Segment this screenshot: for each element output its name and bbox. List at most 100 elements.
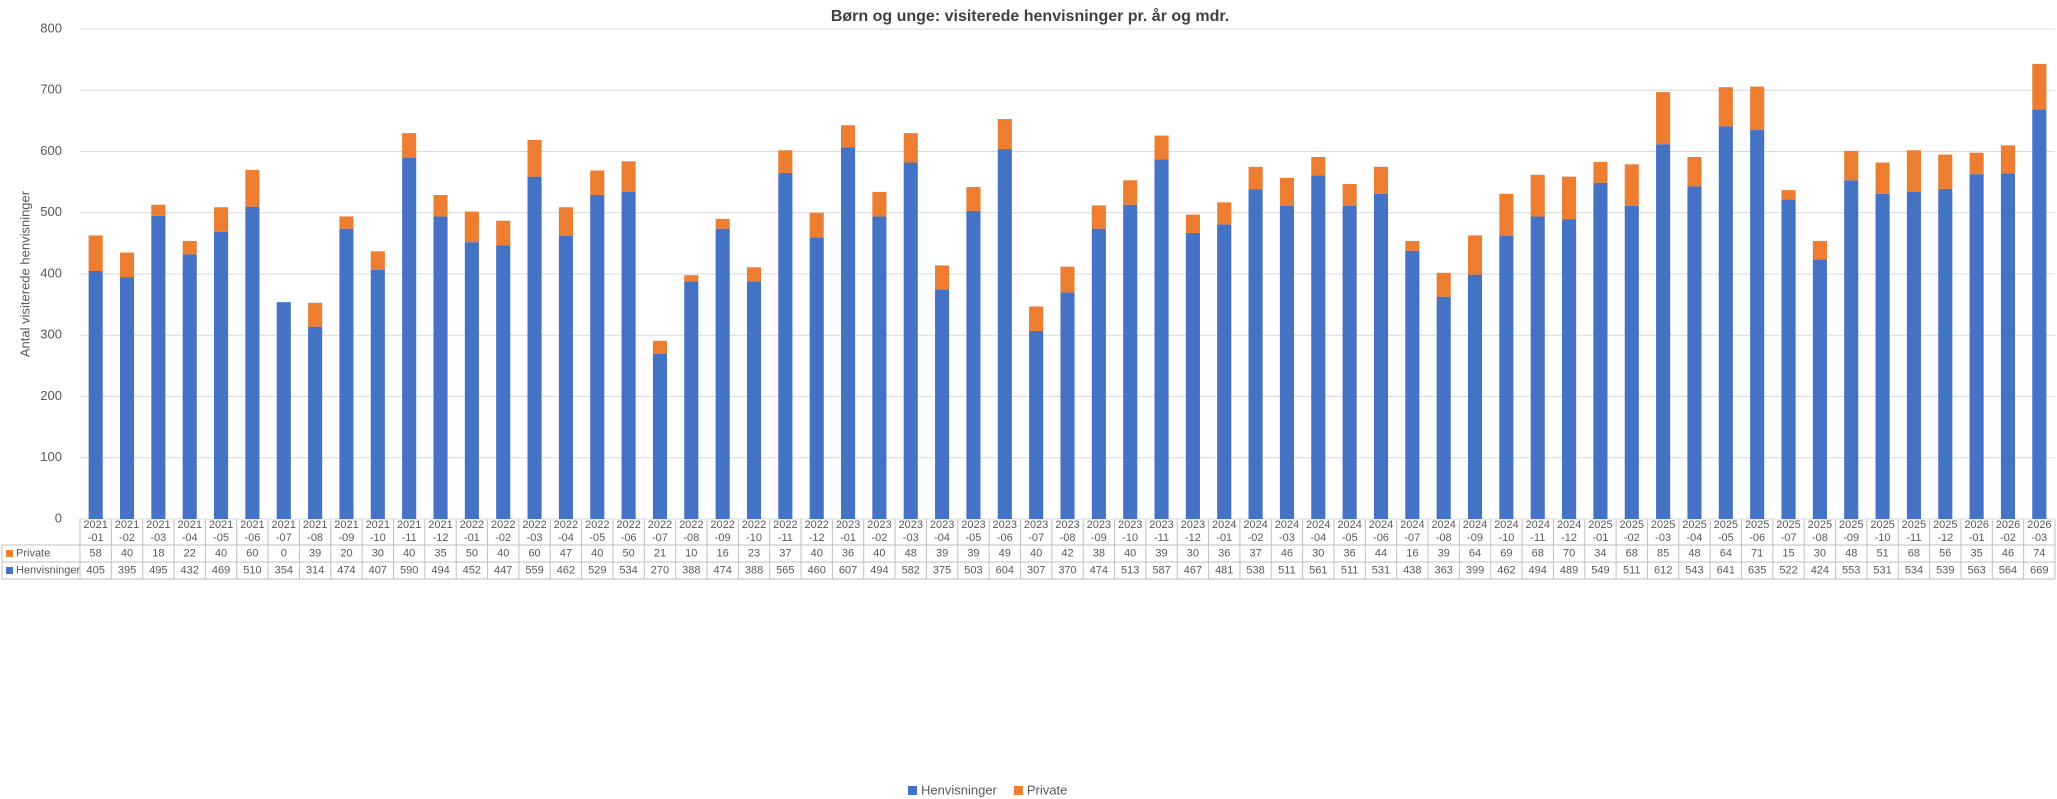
table-value: 48 — [1845, 547, 1857, 559]
bar-segment — [1781, 190, 1796, 200]
x-tick-label: -01 — [88, 532, 104, 544]
x-tick-label: 2026 — [1964, 519, 1988, 531]
bar-segment — [433, 194, 448, 217]
x-tick-label: -12 — [1937, 532, 1953, 544]
table-value: 68 — [1532, 547, 1544, 559]
x-tick-label: -09 — [339, 532, 355, 544]
table-value: 460 — [808, 564, 826, 576]
bar-segment — [1499, 193, 1514, 237]
bar-segment — [778, 172, 793, 519]
x-tick-label: -08 — [1436, 532, 1452, 544]
table-value: 39 — [1438, 547, 1450, 559]
x-tick-label: 2024 — [1525, 519, 1549, 531]
bar-segment — [1812, 259, 1827, 519]
bar-segment — [1969, 174, 1984, 519]
table-value: 534 — [619, 564, 637, 576]
x-tick-label: 2026 — [1996, 519, 2020, 531]
table-value: 354 — [275, 564, 293, 576]
bar-segment — [558, 207, 573, 237]
bar-segment — [1091, 205, 1106, 229]
table-value: 314 — [306, 564, 324, 576]
table-value: 447 — [494, 564, 512, 576]
table-value: 20 — [340, 547, 352, 559]
x-tick-label: -11 — [1906, 532, 1921, 544]
bar-segment — [1812, 240, 1827, 260]
table-value: 582 — [902, 564, 920, 576]
table-value: 71 — [1751, 547, 1763, 559]
table-value: 549 — [1591, 564, 1609, 576]
x-tick-label: 2023 — [1024, 519, 1048, 531]
x-tick-label: 2024 — [1494, 519, 1518, 531]
bar-segment — [1530, 216, 1545, 520]
x-tick-label: 2025 — [1902, 519, 1926, 531]
x-tick-label: 2023 — [930, 519, 954, 531]
bar-segment — [2032, 63, 2047, 110]
bar-segment — [1938, 188, 1953, 520]
x-tick-label: -08 — [683, 532, 699, 544]
table-value: 370 — [1058, 564, 1076, 576]
table-value: 46 — [2002, 547, 2014, 559]
x-tick-label: -10 — [1122, 532, 1138, 544]
table-value: 424 — [1811, 564, 1829, 576]
table-value: 511 — [1623, 564, 1641, 576]
x-tick-label: 2021 — [303, 519, 327, 531]
bar-segment — [621, 191, 636, 520]
table-value: 60 — [528, 547, 540, 559]
x-tick-label: -07 — [1781, 532, 1797, 544]
bar-segment — [1185, 214, 1200, 233]
bar-segment — [1342, 206, 1357, 519]
table-value: 50 — [466, 547, 478, 559]
x-tick-label: 2025 — [1870, 519, 1894, 531]
bar-segment — [903, 162, 918, 519]
bar-segment — [214, 207, 229, 232]
table-value: 46 — [1281, 547, 1293, 559]
table-value: 511 — [1278, 564, 1296, 576]
bar-segment — [182, 240, 197, 255]
x-tick-label: 2024 — [1369, 519, 1393, 531]
table-value: 270 — [651, 564, 669, 576]
table-value: 495 — [149, 564, 167, 576]
table-value: 39 — [936, 547, 948, 559]
bar-segment — [1123, 180, 1138, 205]
bar-segment — [245, 169, 260, 207]
table-value: 48 — [905, 547, 917, 559]
bar-segment — [1781, 199, 1796, 519]
bar-segment — [1123, 204, 1138, 519]
bar-segment — [652, 340, 668, 354]
x-tick-label: 2022 — [742, 519, 766, 531]
table-value: 40 — [1030, 547, 1042, 559]
x-tick-label: -04 — [1310, 532, 1326, 544]
y-tick-label: 700 — [40, 82, 62, 97]
x-tick-label: -04 — [182, 532, 198, 544]
table-value: 35 — [434, 547, 446, 559]
bar-segment — [621, 161, 636, 192]
x-tick-label: 2024 — [1306, 519, 1330, 531]
table-value: 607 — [839, 564, 857, 576]
x-tick-label: 2022 — [491, 519, 515, 531]
x-tick-label: -12 — [433, 532, 449, 544]
bar-segment — [652, 353, 668, 519]
bar-segment — [746, 267, 762, 282]
table-value: 564 — [1999, 564, 2017, 576]
bar-segment — [464, 242, 479, 519]
bar-segment — [276, 302, 291, 519]
bar-segment — [1624, 206, 1639, 519]
table-value: 85 — [1657, 547, 1669, 559]
x-tick-label: 2025 — [1651, 519, 1675, 531]
x-tick-label: -01 — [1592, 532, 1608, 544]
y-tick-label: 500 — [40, 204, 62, 219]
bar-segment — [1467, 274, 1483, 519]
table-value: 494 — [1529, 564, 1547, 576]
x-tick-label: 2023 — [1149, 519, 1173, 531]
bar-segment — [370, 269, 385, 519]
table-value: 69 — [1500, 547, 1512, 559]
x-tick-label: 2024 — [1337, 519, 1361, 531]
chart-title: Børn og unge: visiterede henvisninger pr… — [831, 7, 1229, 25]
x-tick-label: -05 — [1718, 532, 1734, 544]
x-tick-label: 2025 — [1839, 519, 1863, 531]
table-value: 307 — [1027, 564, 1045, 576]
table-value: 36 — [1344, 547, 1356, 559]
bar-segment — [370, 251, 385, 270]
table-value: 641 — [1717, 564, 1735, 576]
table-value: 48 — [1688, 547, 1700, 559]
